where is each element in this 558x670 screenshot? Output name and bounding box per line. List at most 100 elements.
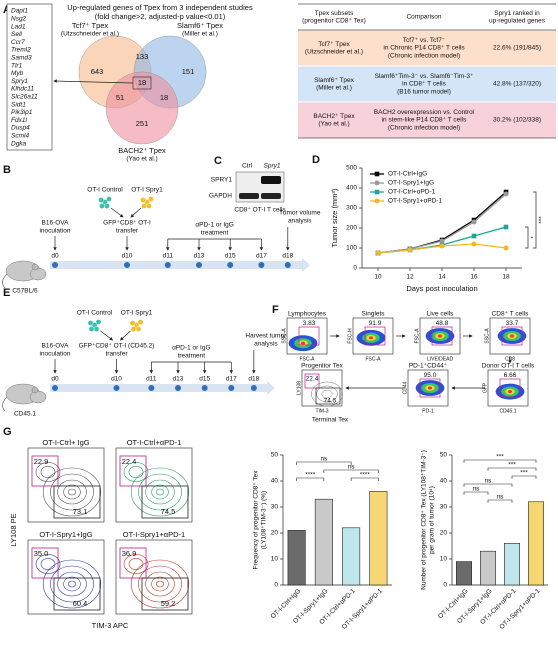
y-tick-label: 500 [346,165,357,172]
gate [31,455,59,487]
table-cell: (Utzschneider et al.) [305,49,363,56]
event-label: treatment [201,230,229,237]
mouse-head [29,390,47,404]
marker [471,241,477,247]
table-cell: (Miller et al.) [316,85,352,92]
venn-count: 18 [138,78,146,87]
bar [528,501,544,586]
cell-icon [99,203,105,209]
day-label: d18 [248,376,259,383]
gate-value: 22.4 [122,457,137,466]
table-cell: Tpex subsets [315,10,354,17]
day-dot [250,385,257,391]
plot-title: OT-I-Ctrl+αPD-1 [127,438,182,447]
contour [63,484,81,500]
sig-bracket [463,483,513,487]
note: Terminal Tex [312,417,349,424]
legend-label: OT-I-Ctrl+IgG [388,171,427,178]
cell-icon [141,203,147,209]
sig-label: **** [360,472,371,479]
plot-title: Lymphocytes [288,311,327,318]
density [508,390,512,394]
table-cell: 30.2% (102/338) [493,117,541,124]
axis-label: SSC-A [281,328,287,344]
event-label: B16-OVA [42,343,70,350]
event-label: Harvest tumor [245,333,287,340]
arrow [53,79,134,84]
event-label: Tumor volume [279,210,321,217]
table-cell: (progenitor CD8⁺ Tex) [302,18,366,25]
event-label: analysis [254,341,278,348]
band [239,193,259,199]
gate [298,326,320,346]
y-tick-label: 30 [440,504,448,511]
lane-label: Ctrl [242,163,253,170]
contour [151,576,169,592]
marker [439,243,445,249]
gene: Fdx1l [11,117,27,124]
sig-label: *** [496,454,504,461]
sig-bracket [511,475,537,479]
mouse-head [29,267,47,281]
day-label: d11 [163,253,174,260]
sig-label: *** [520,470,528,477]
cell-icon [88,326,95,332]
day-dot [52,262,58,268]
density [301,341,305,345]
day-label: d13 [194,253,205,260]
table-cell: Slamf6⁺ Tpex [314,77,355,84]
bar [314,498,333,586]
panel-label: B [3,164,11,176]
gene: Pik3ip1 [11,109,33,116]
set-name: Tcf7⁺ Tpex [72,21,109,30]
gate-value: 74.5 [161,507,176,516]
gate-value: 22.4 [306,376,319,383]
sig-bracket [323,469,379,473]
table-cell: in stem-like P14 CD8⁺ T cells [382,117,468,124]
contour [42,467,102,517]
legend-marker [374,198,380,204]
venn-count: 151 [182,67,195,76]
contour [40,466,56,478]
contour [151,484,169,500]
gene: Myb [11,70,24,77]
table-cell: (B16 tumor model) [397,88,451,95]
table-cell: (Yao et al.) [318,121,349,128]
axis-label: GFP [482,382,488,393]
day-label: d0 [51,253,59,260]
plot-title: Singlets [361,311,385,318]
table-row [298,30,556,66]
axis-label: CD45.1 [500,408,517,414]
panel-label: G [3,426,12,438]
day-dot [284,262,291,268]
sig-bracket [296,461,352,465]
contour [35,462,61,482]
event-label: B16-OVA [42,220,70,227]
gate [53,485,101,519]
gene: Samd3 [11,55,32,62]
day-dot [196,262,202,268]
day-label: d18 [282,253,293,260]
axis-label: Frequency of progenitor CD8⁺ Tex [253,470,260,570]
axis-label: CD44 [402,381,408,394]
cell-icon [104,203,110,209]
gene: Sidt1 [11,101,26,108]
gene: Scml4 [11,133,29,140]
sig-bracket [350,477,379,481]
marker [471,233,477,239]
gate [304,373,320,389]
gene: Tlr1 [11,62,23,69]
table-row [298,102,556,138]
axis-label: LIVE/DEAD [427,356,454,362]
gate [141,485,189,519]
legend-marker [374,189,380,195]
timeline-bar [50,384,267,392]
table-cell: Slamf6⁺Tim-3⁻ vs. Slamf6⁻Tim-3⁺ [375,73,474,80]
gate [364,326,386,346]
contour [321,389,333,399]
gate-value: 74.5 [324,398,337,405]
axis-label: LY108 PE [9,513,18,546]
gene: Sell [11,31,22,38]
table-cell: (Chronic infection model) [388,52,460,59]
cell-icon [130,326,137,332]
